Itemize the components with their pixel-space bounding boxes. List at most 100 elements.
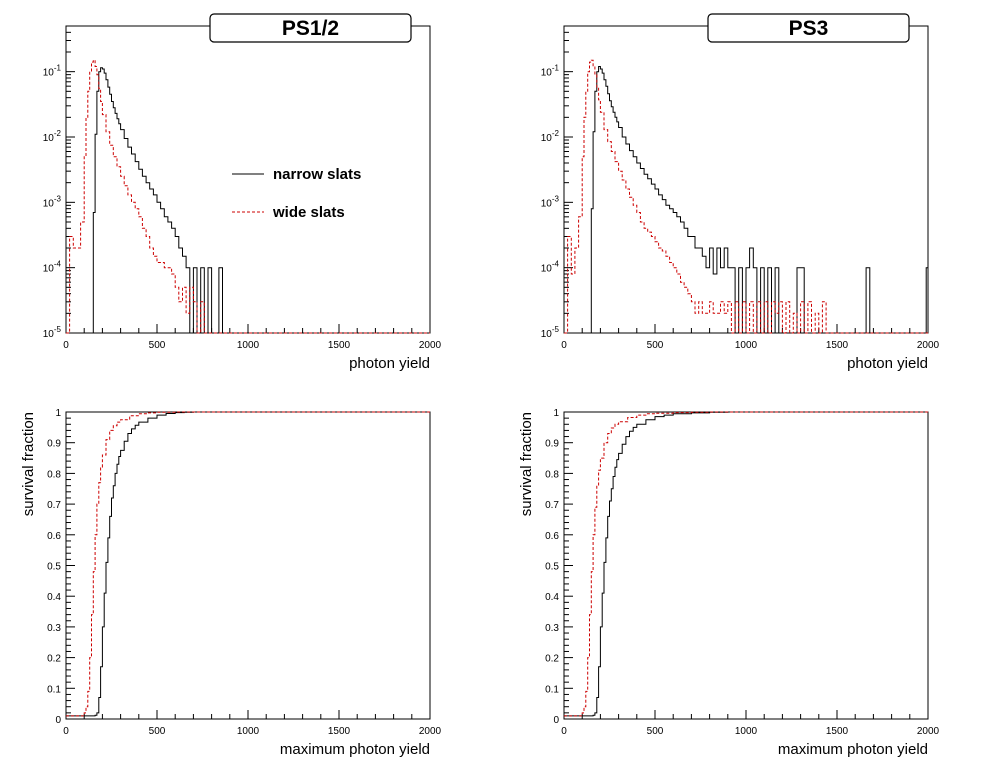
legend-label: narrow slats	[273, 166, 361, 183]
y-tick-label: 10-3	[43, 194, 62, 209]
y-tick-base: 10	[43, 198, 55, 209]
y-tick-label: 10-1	[43, 64, 62, 79]
y-tick-label: 0.4	[545, 592, 559, 603]
y-tick-label: 0.9	[47, 439, 61, 450]
x-tick-label: 2000	[917, 340, 940, 351]
y-tick-exponent: -1	[54, 64, 62, 73]
y-tick-base: 10	[541, 133, 553, 144]
y-tick-label: 1	[553, 408, 559, 419]
y-tick-label: 0.4	[47, 592, 61, 603]
series-narrow-slats	[66, 67, 430, 334]
y-tick-label: 10-5	[43, 325, 62, 340]
x-axis-title: maximum photon yield	[778, 741, 928, 758]
title-box	[209, 13, 412, 43]
y-tick-label: 0.1	[47, 684, 61, 695]
x-tick-label: 1000	[735, 726, 758, 737]
y-axis-title: survival fraction	[518, 412, 535, 516]
y-tick-exponent: -4	[54, 260, 62, 269]
x-tick-label: 2000	[917, 726, 940, 737]
y-tick-label: 0.7	[47, 500, 61, 511]
y-tick-label: 10-4	[43, 260, 62, 275]
panel-title: PS1/2	[282, 17, 339, 40]
y-tick-exponent: -2	[54, 129, 62, 138]
y-tick-label: 10-1	[541, 64, 560, 79]
y-tick-label: 0.6	[47, 531, 61, 542]
y-tick-label: 10-2	[541, 129, 560, 144]
y-tick-label: 0	[55, 715, 61, 726]
series-narrow-slats	[564, 66, 929, 334]
x-tick-label: 0	[63, 726, 69, 737]
x-tick-label: 1000	[735, 340, 758, 351]
y-tick-label: 0.1	[545, 684, 559, 695]
y-tick-label: 0.2	[545, 654, 559, 665]
y-tick-label: 0.8	[47, 469, 61, 480]
series-wide-slats	[66, 411, 430, 717]
x-tick-label: 500	[647, 340, 664, 351]
y-tick-base: 10	[541, 329, 553, 340]
x-tick-label: 500	[149, 340, 166, 351]
series-narrow-slats	[66, 411, 430, 717]
panel-ps3-survival: 0 500 1000 1500 2000 0 0.1 0.2 0.3 0.4 0.5 0.6 0.7 0.…	[518, 408, 940, 758]
x-tick-label: 1000	[237, 726, 260, 737]
x-tick-label: 2000	[419, 726, 442, 737]
panel-ps12-survival: 0 500 1000 1500 2000 0 0.1 0.2 0.3 0.4 0.5 0.6 0.7 0.…	[20, 408, 442, 758]
x-tick-label: 1500	[826, 340, 849, 351]
y-tick-label: 0	[553, 715, 559, 726]
x-tick-label: 0	[63, 340, 69, 351]
y-tick-label: 0.9	[545, 439, 559, 450]
x-axis-title: photon yield	[349, 355, 430, 372]
y-tick-label: 0.3	[545, 623, 559, 634]
y-axis-title: survival fraction	[20, 412, 37, 516]
x-axis-title: photon yield	[847, 355, 928, 372]
y-tick-exponent: -5	[552, 325, 560, 334]
y-tick-label: 0.3	[47, 623, 61, 634]
y-tick-exponent: -4	[552, 260, 560, 269]
y-tick-base: 10	[43, 329, 55, 340]
y-tick-label: 0.5	[47, 562, 61, 573]
y-tick-label: 0.5	[545, 562, 559, 573]
x-tick-label: 1000	[237, 340, 260, 351]
legend-label: wide slats	[272, 204, 345, 221]
series-narrow-slats	[564, 411, 928, 717]
x-tick-label: 1500	[826, 726, 849, 737]
y-tick-exponent: -1	[552, 64, 560, 73]
title-box	[707, 13, 910, 43]
x-tick-label: 1500	[328, 726, 351, 737]
x-tick-label: 500	[647, 726, 664, 737]
x-tick-label: 1500	[328, 340, 351, 351]
y-tick-label: 0.8	[545, 469, 559, 480]
panel-ps3-yield: 0 500 1000 1500 200010-510-410-310-210-1phot…	[541, 13, 940, 372]
y-tick-label: 0.6	[545, 531, 559, 542]
x-tick-label: 0	[561, 340, 567, 351]
y-tick-exponent: -2	[552, 129, 560, 138]
x-axis-title: maximum photon yield	[280, 741, 430, 758]
y-tick-label: 0.7	[545, 500, 559, 511]
panel-ps12-yield: 0 500 1000 1500 200010-510-410-310-210-1phot…	[43, 13, 442, 372]
x-tick-label: 0	[561, 726, 567, 737]
series-wide-slats	[564, 59, 928, 334]
series-wide-slats	[564, 411, 928, 717]
y-tick-base: 10	[541, 68, 553, 79]
y-tick-base: 10	[541, 264, 553, 275]
y-tick-label: 0.2	[47, 654, 61, 665]
x-tick-label: 500	[149, 726, 166, 737]
series-wide-slats	[66, 59, 430, 334]
y-tick-label: 10-5	[541, 325, 560, 340]
y-tick-label: 10-4	[541, 260, 560, 275]
panel-title: PS3	[789, 17, 829, 40]
plot-frame	[65, 25, 431, 334]
y-tick-base: 10	[43, 133, 55, 144]
y-tick-base: 10	[541, 198, 553, 209]
y-tick-exponent: -3	[54, 194, 62, 203]
y-tick-label: 10-2	[43, 129, 62, 144]
y-tick-base: 10	[43, 68, 55, 79]
plot-frame	[65, 411, 431, 720]
x-tick-label: 2000	[419, 340, 442, 351]
y-tick-exponent: -3	[552, 194, 560, 203]
y-tick-label: 1	[55, 408, 61, 419]
legend: narrow slats wide slats	[232, 166, 361, 221]
y-tick-label: 10-3	[541, 194, 560, 209]
y-tick-exponent: -5	[54, 325, 62, 334]
y-tick-base: 10	[43, 264, 55, 275]
